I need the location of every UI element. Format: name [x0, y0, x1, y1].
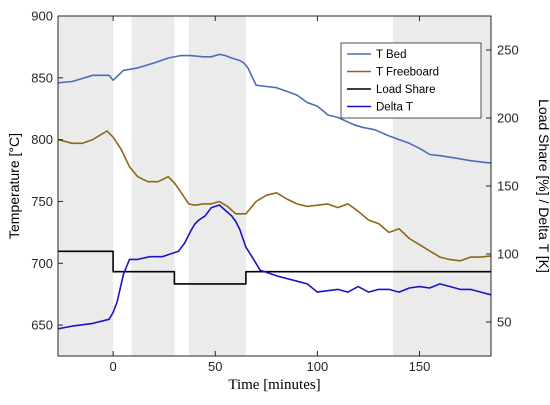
x-tick-label: 150 [409, 359, 431, 374]
y-tick-label-right: 250 [497, 43, 519, 58]
legend-entry: Delta T [376, 102, 413, 114]
y-axis-label-right: Load Share [%] / Delta T [K] [536, 99, 550, 273]
y-tick-label-right: 100 [497, 247, 519, 262]
series-line-t-bed [57, 53, 492, 164]
y-tick-label-left: 900 [31, 9, 53, 24]
x-tick-label: 0 [110, 359, 117, 374]
legend-entry: Load Share [376, 84, 435, 96]
series-line-load-share [58, 250, 491, 285]
legend: T Bed T Freeboard Load Share Delta T [340, 42, 482, 119]
shaded-region [58, 16, 114, 356]
shaded-region [131, 16, 175, 356]
series-line-t-freeboard [57, 130, 492, 262]
series-line-delta-t [57, 204, 492, 330]
y-tick-label-right: 150 [497, 179, 519, 194]
data-series [57, 53, 492, 330]
y-tick-label-right: 200 [497, 111, 519, 126]
x-tick-label: 50 [208, 359, 222, 374]
x-axis-label: Time [minutes] [228, 377, 320, 393]
y-axis-label-left: Temperature [°C] [6, 133, 22, 239]
y-tick-label-left: 800 [31, 132, 53, 147]
legend-entry: T Bed [376, 49, 406, 61]
legend-entry: T Freeboard [376, 67, 439, 79]
y-tick-label-left: 750 [31, 194, 53, 209]
x-tick-label: 100 [307, 359, 329, 374]
legend-box [340, 42, 482, 119]
axis-ticks: 0 50 100 150 650 700 750 800 850 900 50 100 150 200 25… [31, 9, 518, 375]
y-tick-label-left: 850 [31, 70, 53, 85]
shaded-region [188, 16, 246, 356]
y-tick-label-right: 50 [497, 315, 511, 330]
y-tick-label-left: 650 [31, 318, 53, 333]
y-tick-label-left: 700 [31, 256, 53, 271]
